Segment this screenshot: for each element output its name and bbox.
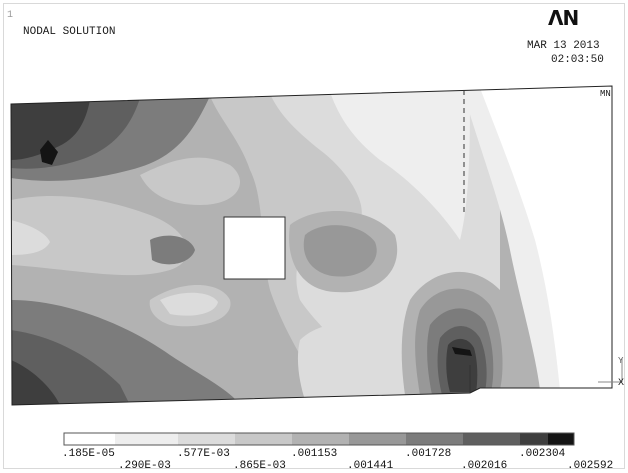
- legend-swatch-6: [406, 433, 463, 445]
- contour-band-lightest-top-mid: [330, 88, 470, 240]
- legend-label-bottom-0: .290E-03: [118, 460, 171, 472]
- legend-swatch-2: [178, 433, 235, 445]
- legend-swatch-9: [548, 433, 574, 445]
- legend-label-top-0: .185E-05: [62, 448, 115, 460]
- contour-band-light-left: [11, 195, 188, 276]
- contour-band-light-upper: [140, 157, 240, 205]
- contour-band-lighter-left: [11, 220, 50, 255]
- graphics-window: [3, 3, 625, 469]
- mx-marker: X: [618, 378, 625, 389]
- contour-band-light-bottom-center: [297, 322, 407, 400]
- mn-marker: MN: [600, 89, 611, 99]
- contour-band-dark-right-hole-core: [303, 225, 377, 277]
- contour-band-darkest-ul: [11, 100, 90, 160]
- legend-label-top-1: .577E-03: [177, 448, 230, 460]
- central-hole: [223, 216, 286, 280]
- plot-title: NODAL SOLUTION: [23, 26, 116, 38]
- legend-swatch-3: [235, 433, 292, 445]
- legend-label-top-4: .002304: [519, 448, 566, 460]
- plate-outline: [10, 85, 613, 406]
- legend-swatch-5: [349, 433, 406, 445]
- ansys-logo: ΛN: [548, 6, 579, 30]
- plot-time: 02:03:50: [551, 54, 604, 66]
- legend-swatch-0: [64, 433, 115, 445]
- legend-label-bottom-3: .002016: [461, 460, 508, 472]
- plot-date: MAR 13 2013: [527, 40, 600, 52]
- legend-label-top-3: .001728: [405, 448, 452, 460]
- contour-band-dark-center: [150, 235, 195, 265]
- legend-swatch-4: [292, 433, 349, 445]
- contour-band-black-ul: [40, 140, 58, 165]
- axis-y-label: Y: [618, 356, 624, 366]
- legend-label-top-2: .001153: [291, 448, 338, 460]
- window-number: 1: [7, 10, 14, 21]
- legend-label-bottom-1: .865E-03: [233, 460, 286, 472]
- contour-band-hot-5: [446, 338, 478, 392]
- contour-band-hot-max: [452, 347, 472, 356]
- legend-swatch-8: [520, 433, 548, 445]
- legend-border: [63, 432, 575, 446]
- legend-swatch-7: [463, 433, 520, 445]
- legend-swatch-1: [115, 433, 178, 445]
- legend-bar: [63, 432, 575, 446]
- contour-band-darkest-ll: [11, 360, 60, 405]
- contour-band-lighter-lower: [160, 292, 218, 316]
- legend-label-bottom-4: .002592: [567, 460, 614, 472]
- legend-label-bottom-2: .001441: [347, 460, 394, 472]
- contour-band-right-lightest: [480, 86, 612, 390]
